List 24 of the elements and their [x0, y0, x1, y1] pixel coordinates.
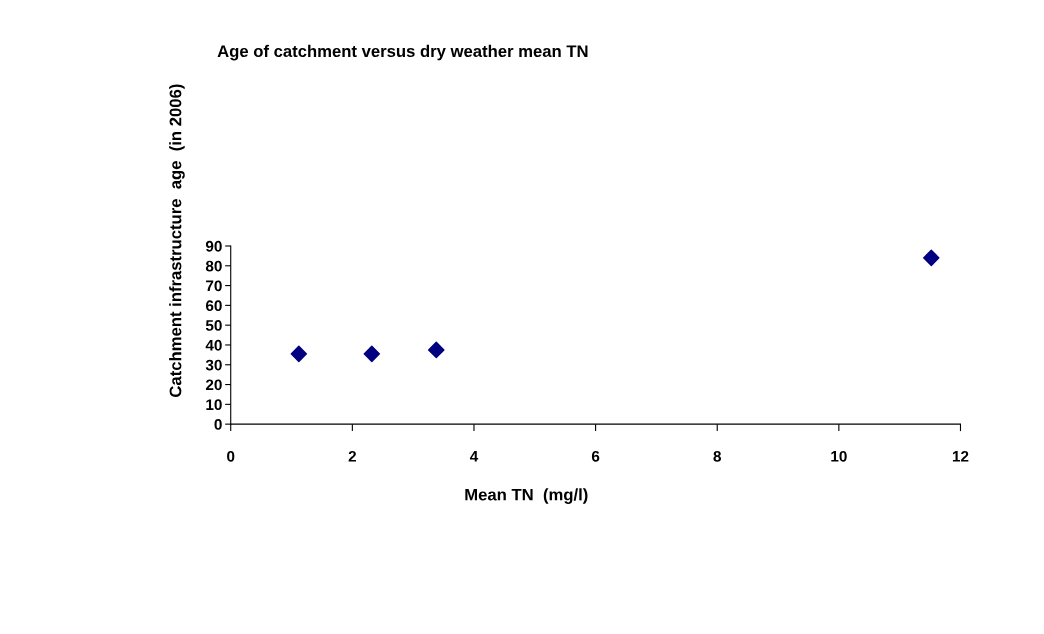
y-tick-label: 20	[205, 379, 222, 391]
x-axis-title: Mean TN (mg/l)	[465, 488, 588, 504]
point	[427, 341, 445, 359]
point	[290, 345, 308, 363]
y-axis-title: Catchment infrastructure age (in 2006)	[169, 84, 185, 397]
x-tick-label: 2	[348, 450, 356, 462]
y-tick-label: 60	[205, 300, 222, 312]
x-tick-label: 0	[227, 450, 235, 462]
y-tick-label: 90	[205, 240, 222, 252]
y-tick-label: 30	[205, 359, 222, 371]
x-tick-label: 10	[831, 450, 847, 462]
y-tick-label: 0	[214, 419, 222, 430]
x-tick-label: 6	[591, 450, 600, 462]
y-tick-label: 10	[206, 399, 222, 411]
point	[363, 345, 381, 363]
y-tick-label: 40	[205, 339, 222, 351]
x-tick-label: 4	[469, 451, 479, 462]
y-tick-label: 70	[206, 280, 222, 292]
x-tick-label: 12	[952, 450, 969, 462]
y-tick-label: 80	[205, 260, 222, 272]
chart-title: Age of catchment versus dry weather mean TN	[217, 44, 588, 61]
y-tick-label: 50	[205, 320, 222, 331]
point	[922, 249, 940, 267]
x-tick-label: 8	[713, 450, 722, 462]
